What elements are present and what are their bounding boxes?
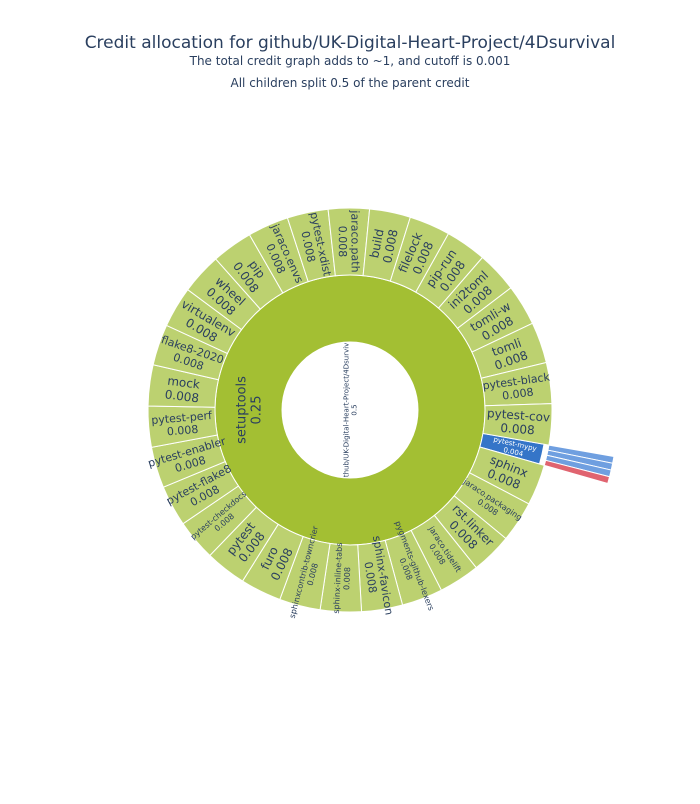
label-jaraco-path: jaraco.path0.008 [336,209,362,272]
label-sphinx-inline-tabs: sphinx-inline-tabs0.008 [332,542,353,614]
chart-subtitle-1: The total credit graph adds to ~1, and c… [189,54,511,68]
chart-subtitle-2: All children split 0.5 of the parent cre… [230,76,470,90]
chart-title: Credit allocation for github/UK-Digital-… [84,33,616,53]
label-tomli: tomli0.008 [488,335,530,373]
label-pytest-perf: pytest-perf0.008 [151,409,215,440]
label-pytest: pytest0.008 [224,519,269,566]
label-pytest-cov: pytest-cov0.008 [486,406,551,438]
label-build: build0.008 [367,225,401,264]
label-setuptools: setuptools0.25 [235,376,265,444]
root-label: github/UK-Digital-Heart-Project/4Dsurviv… [342,336,358,483]
node-pytest-mypy-child-4 [543,459,611,485]
label-mock: mock0.008 [164,374,202,406]
node-pytest-cov [482,403,553,446]
